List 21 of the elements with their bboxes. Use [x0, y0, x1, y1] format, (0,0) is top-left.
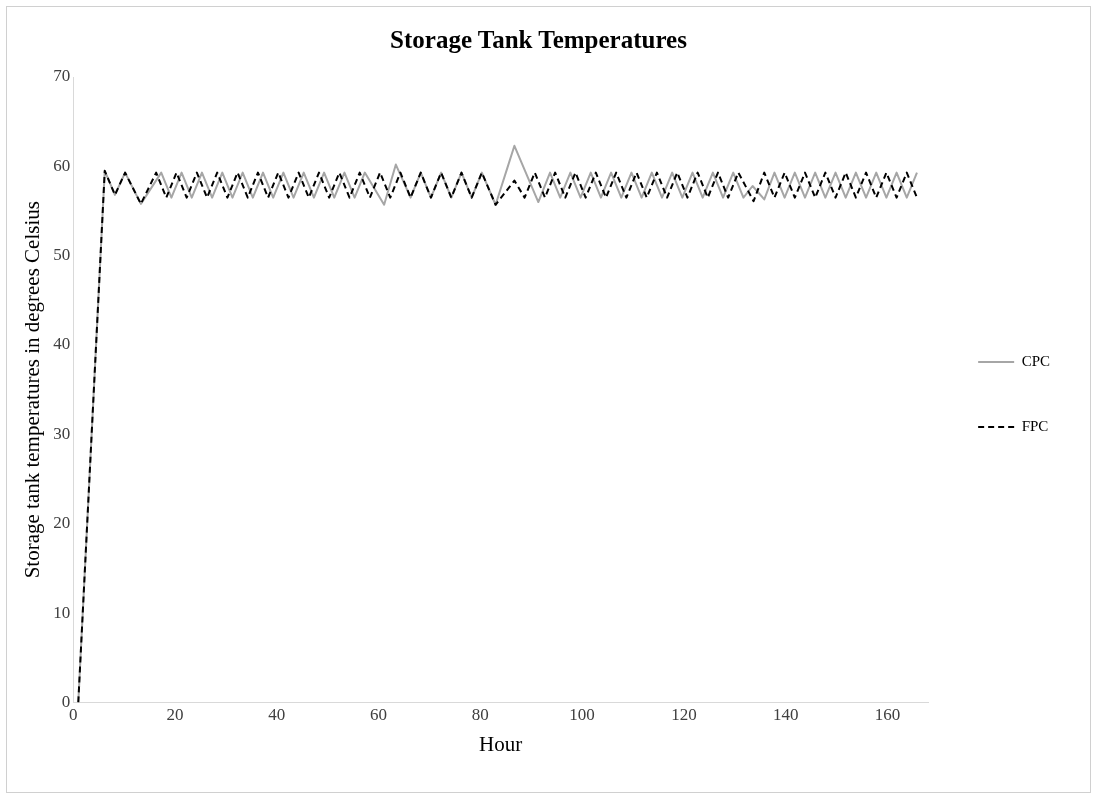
y-tick-label: 30 — [53, 423, 71, 443]
y-axis-title: Storage tank temperatures in degrees Celsius — [20, 201, 45, 579]
legend-label: CPC — [1021, 352, 1051, 369]
y-tick-label: 50 — [53, 245, 71, 265]
x-tick-label: 40 — [268, 705, 286, 725]
y-tick-label: 0 — [61, 691, 71, 711]
y-tick-label: 60 — [53, 155, 71, 175]
x-tick-label: 100 — [569, 705, 595, 725]
y-tick-label: 20 — [53, 513, 71, 533]
chart-title: Storage Tank Temperatures — [390, 26, 688, 54]
x-tick-label: 80 — [471, 705, 489, 725]
x-axis-title: Hour — [479, 731, 523, 756]
y-tick-label: 40 — [53, 334, 71, 354]
x-tick-label: 140 — [772, 705, 799, 725]
x-tick-label: 60 — [370, 705, 388, 725]
y-tick-label: 70 — [53, 66, 71, 86]
legend-label: FPC — [1021, 417, 1049, 434]
y-tick-label: 10 — [53, 602, 71, 622]
x-tick-label: 20 — [166, 705, 184, 725]
x-tick-label: 120 — [671, 705, 697, 725]
x-tick-label: 160 — [874, 705, 901, 725]
